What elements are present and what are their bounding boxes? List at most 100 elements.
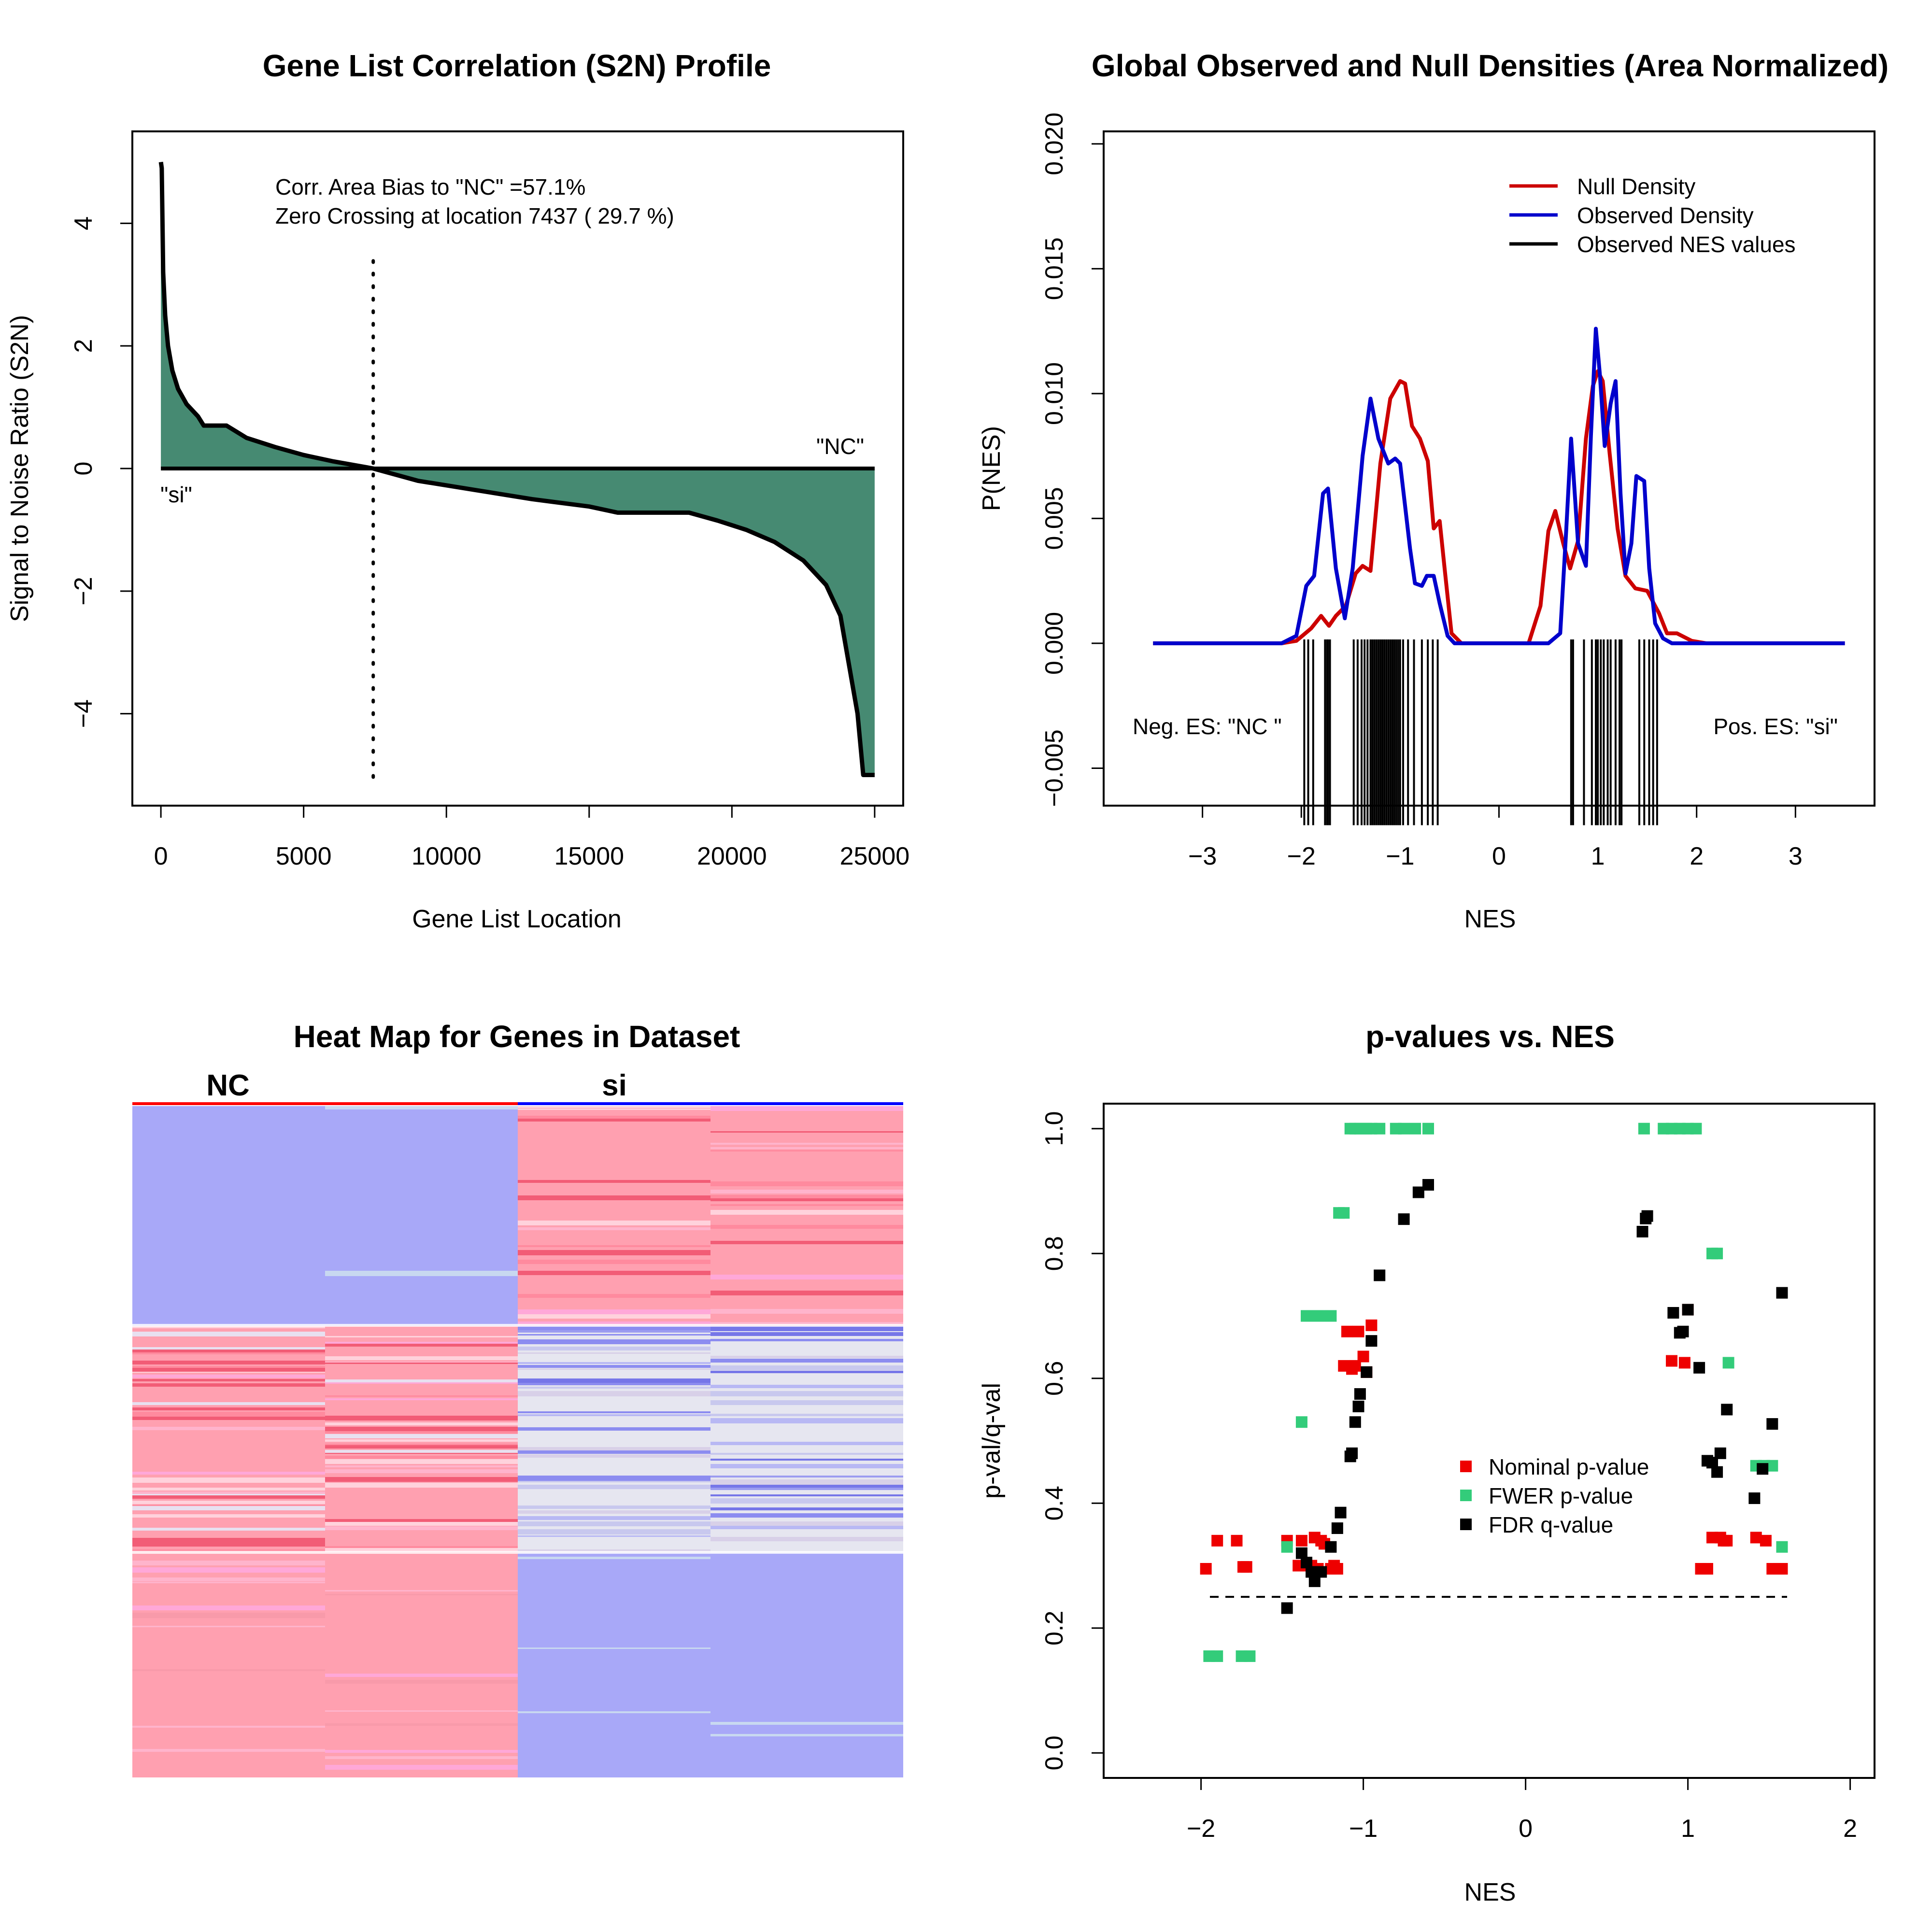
heatmap-stripe <box>518 1362 710 1364</box>
heatmap-stripe <box>518 1330 710 1333</box>
heatmap-stripe <box>325 1356 518 1360</box>
pvalue-x-tick-label: 1 <box>1681 1815 1695 1843</box>
fwer-pvalue-point <box>1638 1122 1650 1135</box>
legend-fdr-qvalue: FDR q-value <box>1489 1512 1613 1537</box>
heatmap-stripe <box>132 1577 325 1581</box>
heatmap-stripe <box>325 1750 518 1753</box>
density-x-tick-label: −2 <box>1287 842 1316 870</box>
heatmap-stripe <box>710 1275 903 1279</box>
heatmap-stripe <box>710 1181 903 1186</box>
density-y-tick-label: 0.005 <box>1040 487 1068 550</box>
heatmap-stripe <box>132 1586 325 1591</box>
s2n-area-bias-note: Corr. Area Bias to "NC" =57.1% <box>275 174 585 199</box>
legend-null-density: Null Density <box>1577 174 1695 199</box>
heatmap-stripe <box>132 1605 325 1610</box>
heatmap-stripe <box>132 1472 325 1475</box>
heatmap-stripe <box>710 1241 903 1244</box>
fdr-qvalue-point <box>1711 1466 1723 1478</box>
nominal-pvalue-point <box>1357 1350 1369 1363</box>
nc-phenotype-bar <box>132 1102 518 1105</box>
fwer-pvalue-point <box>1295 1416 1307 1428</box>
heatmap-stripe <box>518 1245 710 1247</box>
fdr-qvalue-point <box>1757 1463 1769 1475</box>
heatmap-stripe <box>325 1342 518 1344</box>
heatmap-stripe <box>132 1528 325 1531</box>
fdr-qvalue-point <box>1354 1388 1366 1400</box>
heatmap-stripe <box>710 1326 903 1331</box>
heatmap-stripe <box>132 1417 325 1420</box>
heatmap-block <box>132 1106 325 1326</box>
heatmap-stripe <box>132 1501 325 1504</box>
heatmap-stripe <box>132 1582 325 1583</box>
density-title: Global Observed and Null Densities (Area… <box>1092 48 1889 83</box>
heatmap-stripe <box>132 1494 325 1495</box>
heatmap-stripe <box>132 1402 325 1405</box>
heatmap-stripe <box>710 1734 903 1736</box>
heatmap-stripe <box>132 1350 325 1353</box>
pvalue-panel: p-values vs. NES −2 −1 0 1 2 0.0 0.2 0.4 0.6 0.8… <box>978 1019 1875 1906</box>
heatmap-stripe <box>710 1442 903 1445</box>
heatmap-stripe <box>710 1494 903 1496</box>
heatmap-stripe <box>518 1321 710 1326</box>
fwer-pvalue-point <box>1690 1122 1702 1135</box>
heatmap-block <box>710 1553 903 1777</box>
heatmap-stripe <box>710 1371 903 1373</box>
pvalue-x-label: NES <box>1464 1878 1516 1906</box>
fdr-qvalue-point <box>1748 1492 1761 1504</box>
density-x-axis: −3 −2 −1 0 1 2 3 <box>1188 805 1803 870</box>
pvalue-x-tick-label: −1 <box>1349 1815 1378 1843</box>
heatmap-column-si: si <box>602 1069 627 1102</box>
fdr-qvalue-point <box>1693 1362 1705 1374</box>
heatmap-stripe <box>710 1459 903 1461</box>
heatmap-stripe <box>325 1526 518 1530</box>
heatmap-stripe <box>132 1375 325 1378</box>
heatmap-stripe <box>518 1250 710 1255</box>
heatmap-stripe <box>518 1347 710 1350</box>
heatmap-stripe <box>325 1522 518 1526</box>
heatmap-stripe <box>325 1756 518 1759</box>
nominal-pvalue-point <box>1750 1532 1762 1544</box>
heatmap-stripe <box>710 1210 903 1215</box>
heatmap-stripe <box>132 1412 325 1417</box>
heatmap-stripe <box>325 1106 518 1109</box>
density-x-tick-label: −3 <box>1188 842 1217 870</box>
nominal-pvalue-point <box>1760 1534 1772 1547</box>
fwer-pvalue-point <box>1722 1357 1734 1369</box>
heatmap-stripe <box>710 1385 903 1388</box>
heatmap-stripe <box>325 1594 518 1595</box>
heatmap-block <box>325 1553 518 1777</box>
fdr-qvalue-point <box>1714 1447 1726 1459</box>
heatmap-stripe <box>710 1488 903 1490</box>
heatmap-stripe <box>132 1383 325 1387</box>
legend-fdr-swatch <box>1460 1519 1472 1530</box>
heatmap-stripe <box>710 1195 903 1198</box>
legend-fwer-swatch <box>1460 1490 1472 1501</box>
heatmap-stripe <box>132 1495 325 1499</box>
heatmap-stripe <box>325 1469 518 1473</box>
heatmap-stripe <box>518 1447 710 1450</box>
nominal-pvalue-point <box>1295 1534 1307 1547</box>
heatmap-stripe <box>325 1694 518 1699</box>
heatmap-stripe <box>325 1379 518 1382</box>
s2n-y-tick-label: 4 <box>70 216 98 230</box>
heatmap-stripe <box>132 1347 325 1350</box>
fdr-qvalue-point <box>1331 1522 1343 1534</box>
heatmap-stripe <box>325 1477 518 1482</box>
heatmap-stripe <box>518 1260 710 1264</box>
heatmap-stripe <box>325 1363 518 1364</box>
fwer-pvalue-point <box>1776 1541 1788 1553</box>
heatmap-block <box>325 1106 518 1326</box>
heatmap-stripe <box>518 1108 710 1110</box>
heatmap-stripe <box>710 1143 903 1145</box>
pvalue-x-tick-label: −2 <box>1187 1815 1215 1843</box>
pvalue-x-axis: −2 −1 0 1 2 <box>1187 1777 1857 1843</box>
heatmap-stripe <box>710 1291 903 1295</box>
heatmap-stripe <box>518 1454 710 1458</box>
heatmap-stripe <box>518 1557 710 1559</box>
heatmap-stripe <box>518 1427 710 1431</box>
heatmap-stripe <box>518 1368 710 1370</box>
heatmap-stripe <box>518 1529 710 1534</box>
nominal-pvalue-point <box>1721 1534 1733 1547</box>
nominal-pvalue-point <box>1678 1357 1690 1369</box>
heatmap-stripe <box>710 1521 903 1526</box>
